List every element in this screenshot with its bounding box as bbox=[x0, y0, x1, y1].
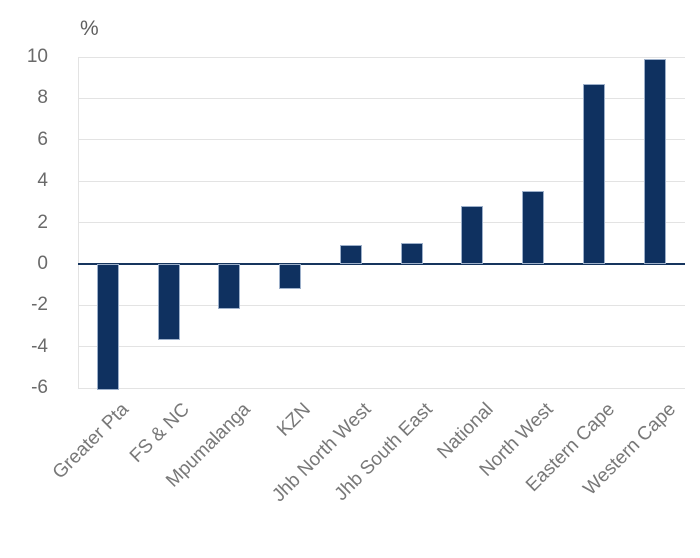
bar-kzn bbox=[279, 263, 302, 289]
gridline bbox=[77, 387, 685, 389]
gridline bbox=[77, 222, 685, 223]
bar-jhb-south-east bbox=[400, 243, 423, 264]
y-axis-tick-label: 2 bbox=[37, 211, 48, 233]
y-axis-tick-label: -4 bbox=[31, 335, 48, 357]
bar-national bbox=[461, 205, 484, 264]
plot-left-border bbox=[77, 57, 79, 388]
gridline bbox=[77, 56, 685, 58]
gridline bbox=[77, 346, 685, 348]
gridline bbox=[77, 139, 685, 141]
gridline bbox=[77, 180, 685, 182]
y-axis-tick-label: 6 bbox=[37, 128, 48, 150]
bar-greater-pta bbox=[96, 263, 119, 391]
y-axis-tick-label: 8 bbox=[37, 87, 48, 109]
x-axis-label-kzn: KZN bbox=[273, 399, 315, 441]
bar-mpumalanga bbox=[218, 263, 241, 310]
bar-jhb-north-west bbox=[339, 245, 362, 264]
y-axis-tick-label: -6 bbox=[31, 377, 48, 398]
gridline bbox=[77, 97, 685, 99]
gridline bbox=[77, 304, 685, 306]
x-axis-label-greater-pta: Greater Pta bbox=[48, 399, 133, 484]
y-axis-unit-label: % bbox=[80, 17, 99, 40]
bar-north-west bbox=[522, 191, 545, 264]
y-axis-tick-label: 0 bbox=[37, 252, 48, 274]
y-axis-tick-label: 4 bbox=[37, 170, 48, 192]
zero-axis-line bbox=[77, 262, 685, 265]
y-axis-tick-label: -2 bbox=[31, 294, 48, 316]
bar-eastern-cape bbox=[582, 83, 605, 264]
bar-western-cape bbox=[643, 59, 666, 264]
bar-fs-nc bbox=[157, 263, 180, 341]
y-axis-tick-label: 10 bbox=[26, 46, 48, 67]
